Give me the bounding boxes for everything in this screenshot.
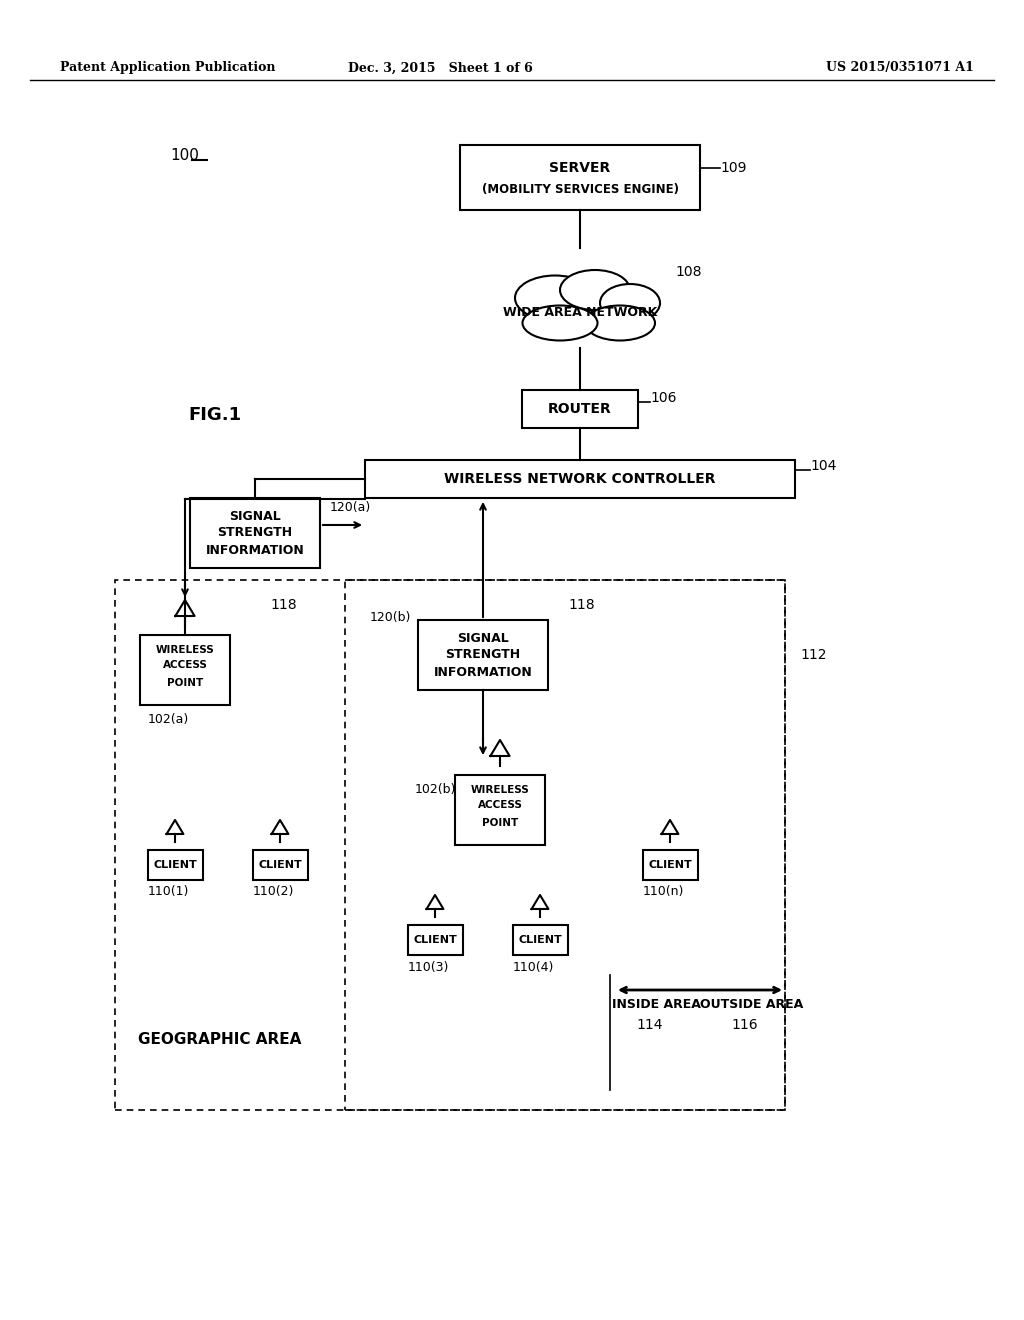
Bar (522, 389, 638, 428)
Text: ACCESS: ACCESS (477, 800, 522, 810)
Text: 110(1): 110(1) (148, 886, 189, 899)
Text: STRENGTH: STRENGTH (445, 648, 520, 661)
Text: OUTSIDE AREA: OUTSIDE AREA (700, 998, 803, 1011)
Text: 110(4): 110(4) (513, 961, 554, 974)
Text: Patent Application Publication: Patent Application Publication (60, 62, 275, 74)
Text: 110(n): 110(n) (643, 886, 684, 899)
Text: 104: 104 (810, 459, 837, 473)
Bar (190, 498, 319, 568)
Text: 116: 116 (732, 1018, 759, 1032)
Ellipse shape (560, 271, 630, 310)
Text: CLIENT: CLIENT (518, 935, 562, 945)
Text: 108: 108 (675, 265, 701, 279)
Ellipse shape (585, 305, 655, 341)
Text: 102(b): 102(b) (415, 784, 457, 796)
Text: 120(b): 120(b) (370, 610, 412, 623)
Text: CLIENT: CLIENT (259, 861, 302, 870)
Bar (365, 459, 795, 498)
Text: 100: 100 (171, 148, 200, 162)
Text: POINT: POINT (167, 678, 203, 688)
Text: US 2015/0351071 A1: US 2015/0351071 A1 (826, 62, 974, 74)
Text: SERVER: SERVER (549, 161, 610, 174)
Text: Dec. 3, 2015   Sheet 1 of 6: Dec. 3, 2015 Sheet 1 of 6 (347, 62, 532, 74)
Text: 118: 118 (270, 598, 297, 612)
Text: (MOBILITY SERVICES ENGINE): (MOBILITY SERVICES ENGINE) (481, 183, 679, 195)
Text: CLIENT: CLIENT (414, 935, 458, 945)
Bar (418, 620, 548, 690)
Text: CLIENT: CLIENT (648, 861, 692, 870)
Bar (345, 579, 785, 1110)
Text: WIRELESS: WIRELESS (156, 645, 214, 655)
Text: STRENGTH: STRENGTH (217, 527, 293, 540)
Ellipse shape (515, 276, 595, 321)
Text: 106: 106 (650, 391, 677, 405)
Text: 110(2): 110(2) (253, 886, 294, 899)
Text: CLIENT: CLIENT (154, 861, 198, 870)
Bar (643, 850, 698, 880)
Text: SIGNAL: SIGNAL (457, 631, 509, 644)
Bar (408, 925, 463, 954)
Text: 120(a): 120(a) (330, 502, 372, 515)
Bar (455, 775, 545, 845)
Text: FIG.1: FIG.1 (188, 407, 242, 424)
Bar (460, 145, 700, 210)
Text: INFORMATION: INFORMATION (206, 544, 304, 557)
Bar (513, 925, 568, 954)
Text: 112: 112 (800, 648, 826, 663)
Text: ACCESS: ACCESS (163, 660, 208, 671)
Bar (140, 635, 230, 705)
Text: WIRELESS NETWORK CONTROLLER: WIRELESS NETWORK CONTROLLER (444, 473, 716, 486)
Text: WIRELESS: WIRELESS (471, 785, 529, 795)
Text: POINT: POINT (482, 818, 518, 828)
Text: INSIDE AREA: INSIDE AREA (612, 998, 700, 1011)
Bar (253, 850, 308, 880)
Text: WIDE AREA NETWORK: WIDE AREA NETWORK (503, 306, 657, 319)
Text: 114: 114 (637, 1018, 664, 1032)
Text: SIGNAL: SIGNAL (229, 510, 281, 523)
Text: INFORMATION: INFORMATION (433, 667, 532, 680)
Ellipse shape (600, 284, 660, 322)
Bar (115, 579, 785, 1110)
Text: ROUTER: ROUTER (548, 403, 612, 416)
Bar (148, 850, 203, 880)
Text: GEOGRAPHIC AREA: GEOGRAPHIC AREA (138, 1032, 302, 1048)
Text: 110(3): 110(3) (408, 961, 450, 974)
Ellipse shape (522, 305, 597, 341)
Text: 118: 118 (568, 598, 595, 612)
Text: 102(a): 102(a) (148, 714, 189, 726)
Text: 109: 109 (720, 161, 746, 176)
